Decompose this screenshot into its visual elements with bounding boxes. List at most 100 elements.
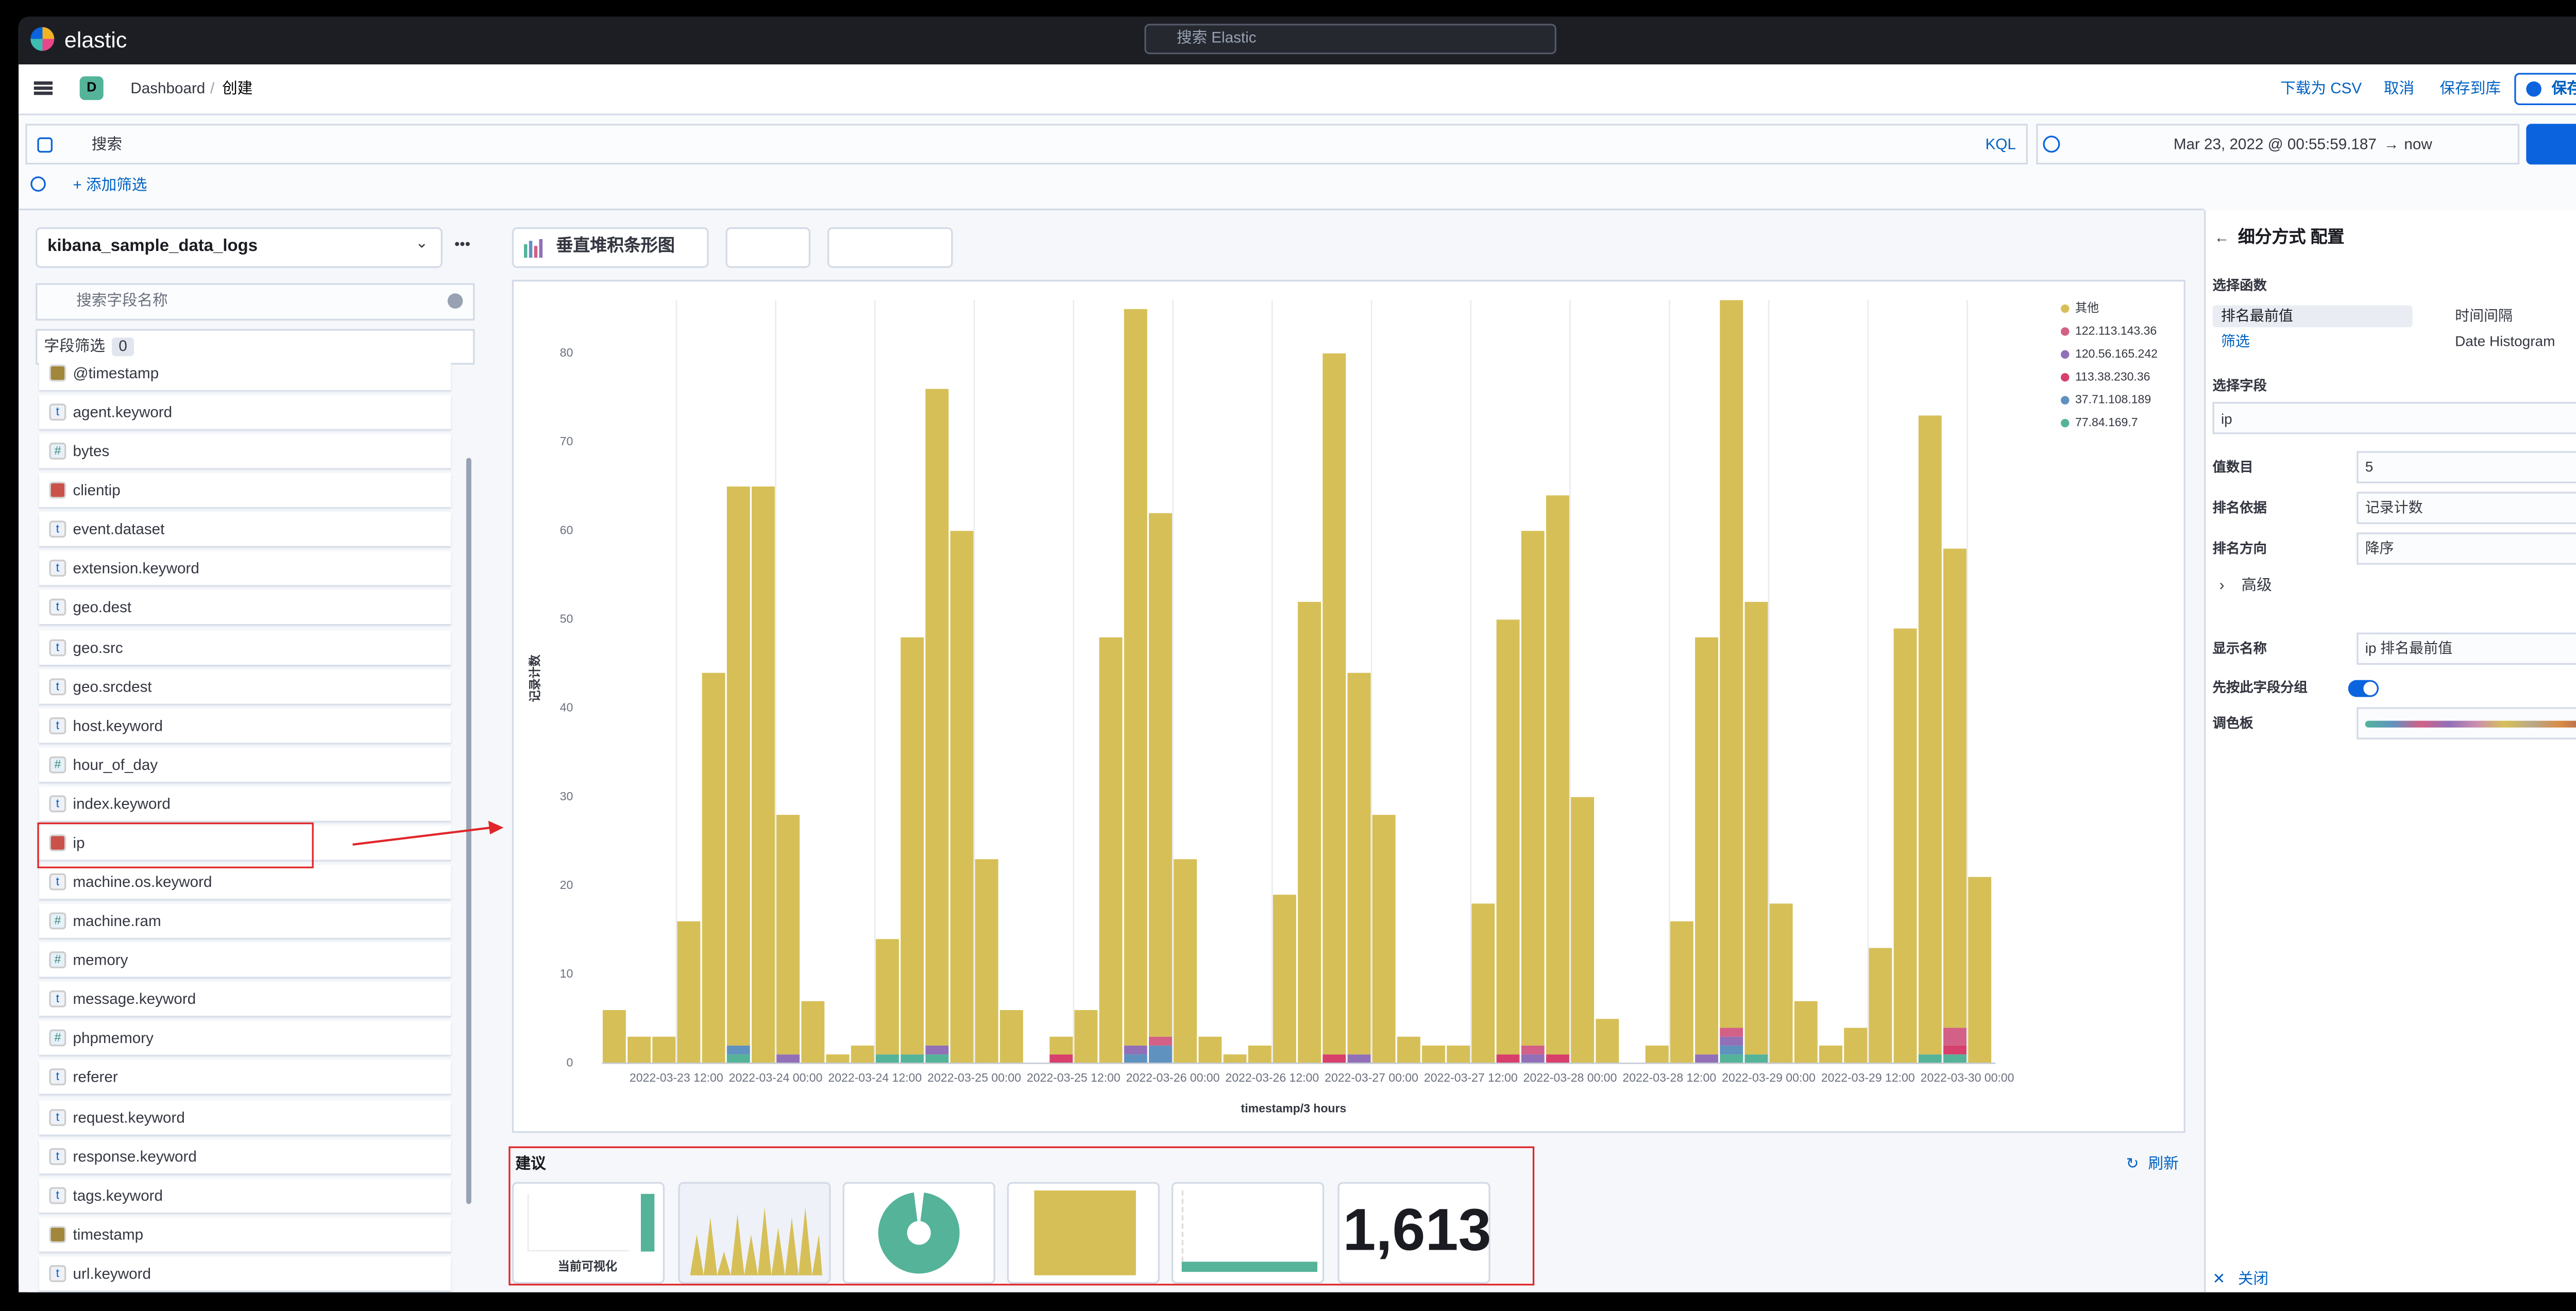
field-row[interactable]: # hour_of_day <box>39 747 451 782</box>
suggestion-donut[interactable] <box>842 1182 995 1284</box>
field-type-icon: # <box>49 912 66 930</box>
clear-button[interactable] <box>447 293 463 309</box>
suggestions-title: 建议 <box>515 1155 546 1172</box>
size-input[interactable] <box>2357 451 2576 483</box>
field-row[interactable]: t geo.srcdest <box>39 669 451 703</box>
field-name: ip <box>73 834 85 851</box>
add-filter[interactable]: + 添加筛选 <box>73 176 147 194</box>
field-name: timestamp <box>73 1225 144 1243</box>
space-badge[interactable]: D <box>79 76 104 100</box>
refresh-button[interactable] <box>2526 124 2576 165</box>
time-end[interactable]: now <box>2404 136 2432 153</box>
back-button[interactable]: ← <box>2214 229 2230 246</box>
field-row[interactable]: @timestamp <box>39 363 451 390</box>
field-type-icon: t <box>49 560 66 578</box>
field-row[interactable]: # phpmemory <box>39 1021 451 1056</box>
field-type-icon: t <box>49 1108 66 1125</box>
advanced-chevron[interactable]: › <box>2219 576 2225 594</box>
palette-select[interactable] <box>2357 707 2576 739</box>
field-row[interactable]: # machine.ram <box>39 904 451 938</box>
display-name-input[interactable] <box>2357 632 2576 665</box>
index-selector[interactable] <box>36 227 443 268</box>
suggestion-current[interactable] <box>512 1182 665 1284</box>
field-filter[interactable] <box>36 329 475 365</box>
bar-segment <box>1943 1054 1967 1064</box>
bar-segment <box>1148 1045 1172 1064</box>
filter-icon[interactable] <box>30 176 46 192</box>
cancel[interactable]: 取消 <box>2383 79 2415 97</box>
group-first-toggle[interactable] <box>2348 680 2379 697</box>
bar-segment <box>1223 1054 1247 1064</box>
bar-segment <box>1099 637 1123 1064</box>
field-select[interactable] <box>2212 401 2576 434</box>
suggestions-refresh[interactable]: 刷新 <box>2148 1155 2179 1172</box>
field-row[interactable]: # bytes <box>39 434 451 468</box>
date-picker[interactable] <box>2036 124 2520 165</box>
bar-segment <box>1049 1036 1073 1055</box>
breadcrumb[interactable]: Dashboard <box>130 79 206 97</box>
direction-select[interactable] <box>2357 532 2576 565</box>
advanced-toggle[interactable]: 高级 <box>2241 576 2272 594</box>
suggestion-bars[interactable] <box>678 1182 831 1284</box>
toolbar-group[interactable] <box>725 227 811 268</box>
field-row[interactable]: t response.keyword <box>39 1139 451 1173</box>
function-option[interactable]: Date Histogram <box>2455 332 2555 349</box>
field-row[interactable]: clientip <box>39 473 451 508</box>
field-type-icon <box>49 834 66 851</box>
suggestion-current-label: 当前可视化 <box>557 1262 617 1274</box>
clock-icon[interactable] <box>2043 136 2060 153</box>
field-row[interactable]: # memory <box>39 943 451 978</box>
save-and-return[interactable] <box>2514 73 2576 106</box>
field-row[interactable]: t event.dataset <box>39 512 451 547</box>
field-row[interactable]: t geo.src <box>39 630 451 664</box>
suggestion-metric[interactable] <box>1337 1182 1490 1284</box>
rank-by-select[interactable] <box>2357 492 2576 524</box>
close-icon[interactable]: ✕ <box>2212 1270 2226 1287</box>
bar-segment <box>826 1054 850 1064</box>
function-option[interactable]: 筛选 <box>2221 332 2250 349</box>
logo[interactable]: elastic <box>64 27 127 53</box>
field-row[interactable]: timestamp <box>39 1217 451 1251</box>
saved-query-icon[interactable] <box>37 137 53 153</box>
field-row[interactable]: t tags.keyword <box>39 1178 451 1212</box>
field-name: geo.srcdest <box>73 678 152 695</box>
field-row[interactable]: t extension.keyword <box>39 551 451 586</box>
query-input[interactable] <box>25 124 2028 165</box>
field-filter-label: 字段筛选 <box>44 337 106 355</box>
field-row[interactable]: t machine.os.keyword <box>39 865 451 899</box>
field-row[interactable]: t index.keyword <box>39 786 451 821</box>
bar-segment <box>801 1001 825 1064</box>
field-row[interactable]: t geo.dest <box>39 591 451 625</box>
suggestion-treemap[interactable] <box>1007 1182 1160 1284</box>
suggestions-refresh-icon[interactable]: ↻ <box>2126 1155 2139 1172</box>
field-type-icon <box>49 1225 66 1243</box>
field-row[interactable]: t agent.keyword <box>39 395 451 429</box>
bar-segment <box>776 1054 800 1064</box>
download-csv[interactable]: 下载为 CSV <box>2280 79 2362 97</box>
bar-segment <box>875 939 899 1055</box>
bar-segment <box>925 1045 949 1055</box>
kql-toggle[interactable]: KQL <box>1985 136 2016 153</box>
close-button[interactable]: 关闭 <box>2238 1270 2269 1287</box>
menu-button[interactable] <box>33 81 53 95</box>
field-row[interactable]: t url.keyword <box>39 1256 451 1290</box>
field-label: 选择字段 <box>2212 378 2267 394</box>
suggestion-hbar[interactable] <box>1171 1182 1325 1284</box>
more-menu[interactable]: ••• <box>454 236 471 253</box>
config-panel <box>2204 210 2576 1292</box>
global-search[interactable] <box>1144 24 1556 55</box>
save-to-library[interactable]: 保存到库 <box>2439 79 2501 97</box>
function-option[interactable]: 排名最前值 <box>2221 307 2293 324</box>
toolbar-group[interactable] <box>827 227 953 268</box>
field-search[interactable] <box>36 283 475 321</box>
chart-type-switch[interactable] <box>512 227 709 268</box>
time-start[interactable]: Mar 23, 2022 @ 00:55:59.187 <box>2173 136 2377 153</box>
field-row[interactable]: t message.keyword <box>39 982 451 1017</box>
field-row[interactable]: ip <box>39 826 451 860</box>
field-row[interactable]: t referer <box>39 1061 451 1095</box>
field-row[interactable]: t request.keyword <box>39 1100 451 1134</box>
bar-segment <box>1720 1045 1743 1055</box>
selected-function[interactable] <box>2212 305 2413 328</box>
field-row[interactable]: t host.keyword <box>39 708 451 743</box>
function-option[interactable]: 时间间隔 <box>2455 307 2513 324</box>
